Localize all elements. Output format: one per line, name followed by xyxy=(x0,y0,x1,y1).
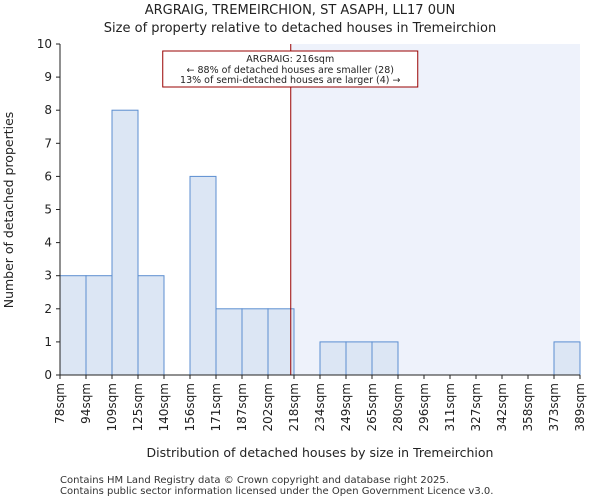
x-tick-label: 373sqm xyxy=(547,383,561,431)
y-tick-label: 4 xyxy=(44,236,52,250)
x-tick-label: 140sqm xyxy=(157,383,171,431)
bar-125sqm xyxy=(137,275,165,376)
larger-than-property-region xyxy=(290,44,580,375)
x-tick-label: 265sqm xyxy=(365,383,379,431)
footer-line-1: Contains HM Land Registry data © Crown c… xyxy=(60,475,449,486)
chart-title-line1: ARGRAIG, TREMEIRCHION, ST ASAPH, LL17 0U… xyxy=(145,3,455,18)
x-tick-label: 125sqm xyxy=(131,383,145,431)
bar-265sqm xyxy=(371,341,399,376)
bar-187sqm xyxy=(241,308,269,376)
y-tick-label: 3 xyxy=(44,269,52,283)
x-tick-label: 296sqm xyxy=(417,383,431,431)
x-tick-label: 94sqm xyxy=(79,383,93,424)
bar-94sqm xyxy=(85,275,113,376)
x-tick-label: 327sqm xyxy=(469,383,483,431)
x-tick-label: 218sqm xyxy=(287,383,301,431)
y-axis-label: Number of detached properties xyxy=(1,112,16,309)
bars-group xyxy=(59,109,581,376)
x-tick-label: 187sqm xyxy=(235,383,249,431)
bar-171sqm xyxy=(215,308,243,376)
y-tick-label: 8 xyxy=(44,103,52,117)
x-tick-label: 342sqm xyxy=(495,383,509,431)
annotation-box: ARGRAIG: 216sqm ← 88% of detached houses… xyxy=(162,50,419,88)
chart-title-line2: Size of property relative to detached ho… xyxy=(104,21,496,36)
bar-109sqm xyxy=(111,109,139,376)
x-tick-label: 249sqm xyxy=(339,383,353,431)
bar-78sqm xyxy=(59,275,87,376)
y-tick-label: 9 xyxy=(44,70,52,84)
y-tick-label: 10 xyxy=(37,37,52,51)
annotation-line-1: ARGRAIG: 216sqm xyxy=(246,54,334,65)
bar-202sqm xyxy=(267,308,295,376)
y-tick-label: 1 xyxy=(44,335,52,349)
x-tick-label: 389sqm xyxy=(573,383,587,431)
x-tick-label: 109sqm xyxy=(105,383,119,431)
annotation-line-3: 13% of semi-detached houses are larger (… xyxy=(180,75,400,86)
x-tick-label: 156sqm xyxy=(183,383,197,431)
y-tick-label: 0 xyxy=(44,368,52,382)
annotation-border xyxy=(162,50,419,88)
bar-373sqm xyxy=(553,341,581,376)
x-tick-label: 202sqm xyxy=(261,383,275,431)
x-tick-label: 311sqm xyxy=(443,383,457,431)
bar-156sqm xyxy=(189,175,217,376)
x-tick-label: 234sqm xyxy=(313,383,327,431)
x-axis-label: Distribution of detached houses by size … xyxy=(147,445,494,460)
y-tick-label: 2 xyxy=(44,302,52,316)
x-ticks-group: 78sqm 94sqm 109sqm 125sqm 140sqm 156sqm 171sqm… xyxy=(53,375,587,431)
x-tick-label: 78sqm xyxy=(53,383,67,424)
bar-249sqm xyxy=(345,341,373,376)
y-tick-label: 7 xyxy=(44,136,52,150)
y-ticks-group: 0 1 2 3 4 5 6 7 8 9 10 xyxy=(37,37,60,382)
annotation-line-2: ← 88% of detached houses are smaller (28… xyxy=(187,65,394,76)
y-tick-label: 6 xyxy=(44,169,52,183)
footer-line-2: Contains public sector information licen… xyxy=(60,486,493,497)
x-tick-label: 171sqm xyxy=(209,383,223,431)
x-tick-label: 358sqm xyxy=(521,383,535,431)
y-tick-label: 5 xyxy=(44,203,52,217)
bar-234sqm xyxy=(319,341,347,376)
x-tick-label: 280sqm xyxy=(391,383,405,431)
